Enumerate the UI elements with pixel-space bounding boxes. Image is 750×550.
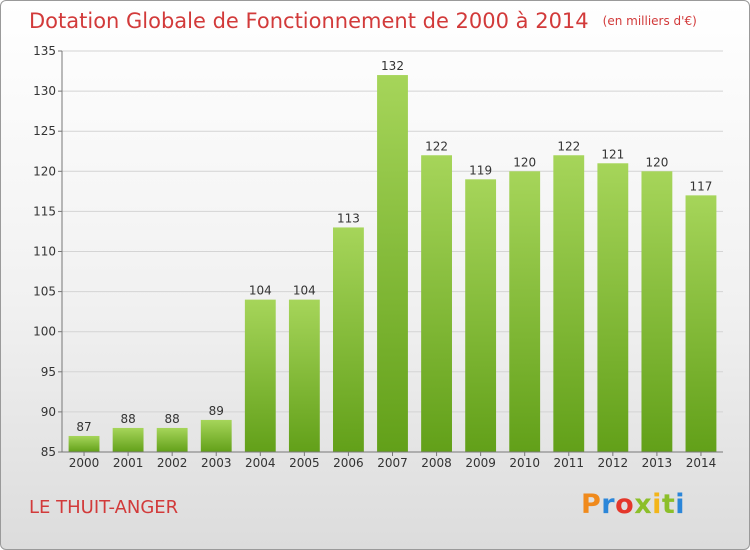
data-label-2008: 122	[425, 139, 448, 153]
bar-2008	[421, 155, 452, 452]
bar-2000	[68, 435, 100, 452]
data-label-2011: 122	[557, 139, 580, 153]
x-tick-label-2006: 2006	[333, 456, 364, 470]
x-tick-label-2013: 2013	[642, 456, 673, 470]
bar-2007	[377, 75, 408, 452]
y-tick-label: 125	[33, 124, 56, 138]
y-tick-label: 105	[33, 285, 56, 299]
chart-unit: (en milliers d'€)	[602, 14, 697, 28]
data-label-2002: 88	[165, 412, 180, 426]
data-label-2012: 121	[601, 147, 624, 161]
y-tick-label: 115	[33, 204, 56, 218]
data-label-2003: 89	[209, 404, 224, 418]
x-tick-label-2000: 2000	[69, 456, 100, 470]
data-label-2007: 132	[381, 59, 404, 73]
bar-2012	[597, 163, 629, 452]
x-tick-label-2005: 2005	[289, 456, 320, 470]
data-label-2010: 120	[513, 155, 536, 169]
y-tick-label: 130	[33, 84, 56, 98]
x-tick-label-2012: 2012	[598, 456, 629, 470]
bar-2011	[553, 155, 585, 452]
y-tick-label: 110	[33, 245, 56, 259]
y-tick-label: 85	[41, 445, 56, 459]
bar-2010	[509, 171, 541, 453]
x-tick-label-2014: 2014	[686, 456, 717, 470]
label-layer: 87 88 88 89 104 104 113 132 122 119 120 122 121 120 11…	[76, 59, 712, 434]
x-tick-label-2007: 2007	[377, 456, 408, 470]
data-label-2013: 120	[645, 155, 668, 169]
y-tick-label: 90	[41, 405, 56, 419]
data-label-2009: 119	[469, 163, 492, 177]
data-label-2014: 117	[690, 179, 713, 193]
bar-2004	[244, 299, 276, 452]
x-tick-label-2010: 2010	[509, 456, 540, 470]
chart-title-text: Dotation Globale de Fonctionnement de 20…	[29, 9, 589, 33]
data-label-2000: 87	[76, 420, 91, 434]
bar-2006	[333, 227, 364, 452]
x-tick-label-2002: 2002	[157, 456, 188, 470]
bar-layer	[68, 75, 717, 453]
bar-2002	[156, 427, 188, 452]
bar-2013	[641, 171, 673, 453]
x-tick-label-2009: 2009	[465, 456, 496, 470]
data-label-2006: 113	[337, 211, 360, 225]
data-label-2004: 104	[249, 284, 272, 298]
proxiti-logo: Proxiti	[581, 489, 686, 520]
y-tick-label: 135	[33, 44, 56, 58]
x-tick-label-2011: 2011	[553, 456, 584, 470]
bar-2003	[200, 419, 232, 452]
x-tick-label-2001: 2001	[113, 456, 144, 470]
x-tick-label-2003: 2003	[201, 456, 232, 470]
chart-title: Dotation Globale de Fonctionnement de 20…	[29, 9, 697, 33]
x-tick-label-2008: 2008	[421, 456, 452, 470]
bar-2014	[685, 195, 717, 453]
axis-layer: 85 90 95 100 105 110 115 120 125 130 135 2000 2001 20…	[33, 44, 723, 470]
commune-name: LE THUIT-ANGER	[29, 497, 179, 518]
bar-2005	[288, 299, 320, 452]
y-tick-label: 100	[33, 325, 56, 339]
bar-2009	[465, 179, 497, 452]
data-label-2001: 88	[120, 412, 135, 426]
x-tick-label-2004: 2004	[245, 456, 276, 470]
y-tick-label: 95	[41, 365, 56, 379]
y-tick-label: 120	[33, 164, 56, 178]
bar-2001	[112, 427, 144, 452]
data-label-2005: 104	[293, 284, 316, 298]
